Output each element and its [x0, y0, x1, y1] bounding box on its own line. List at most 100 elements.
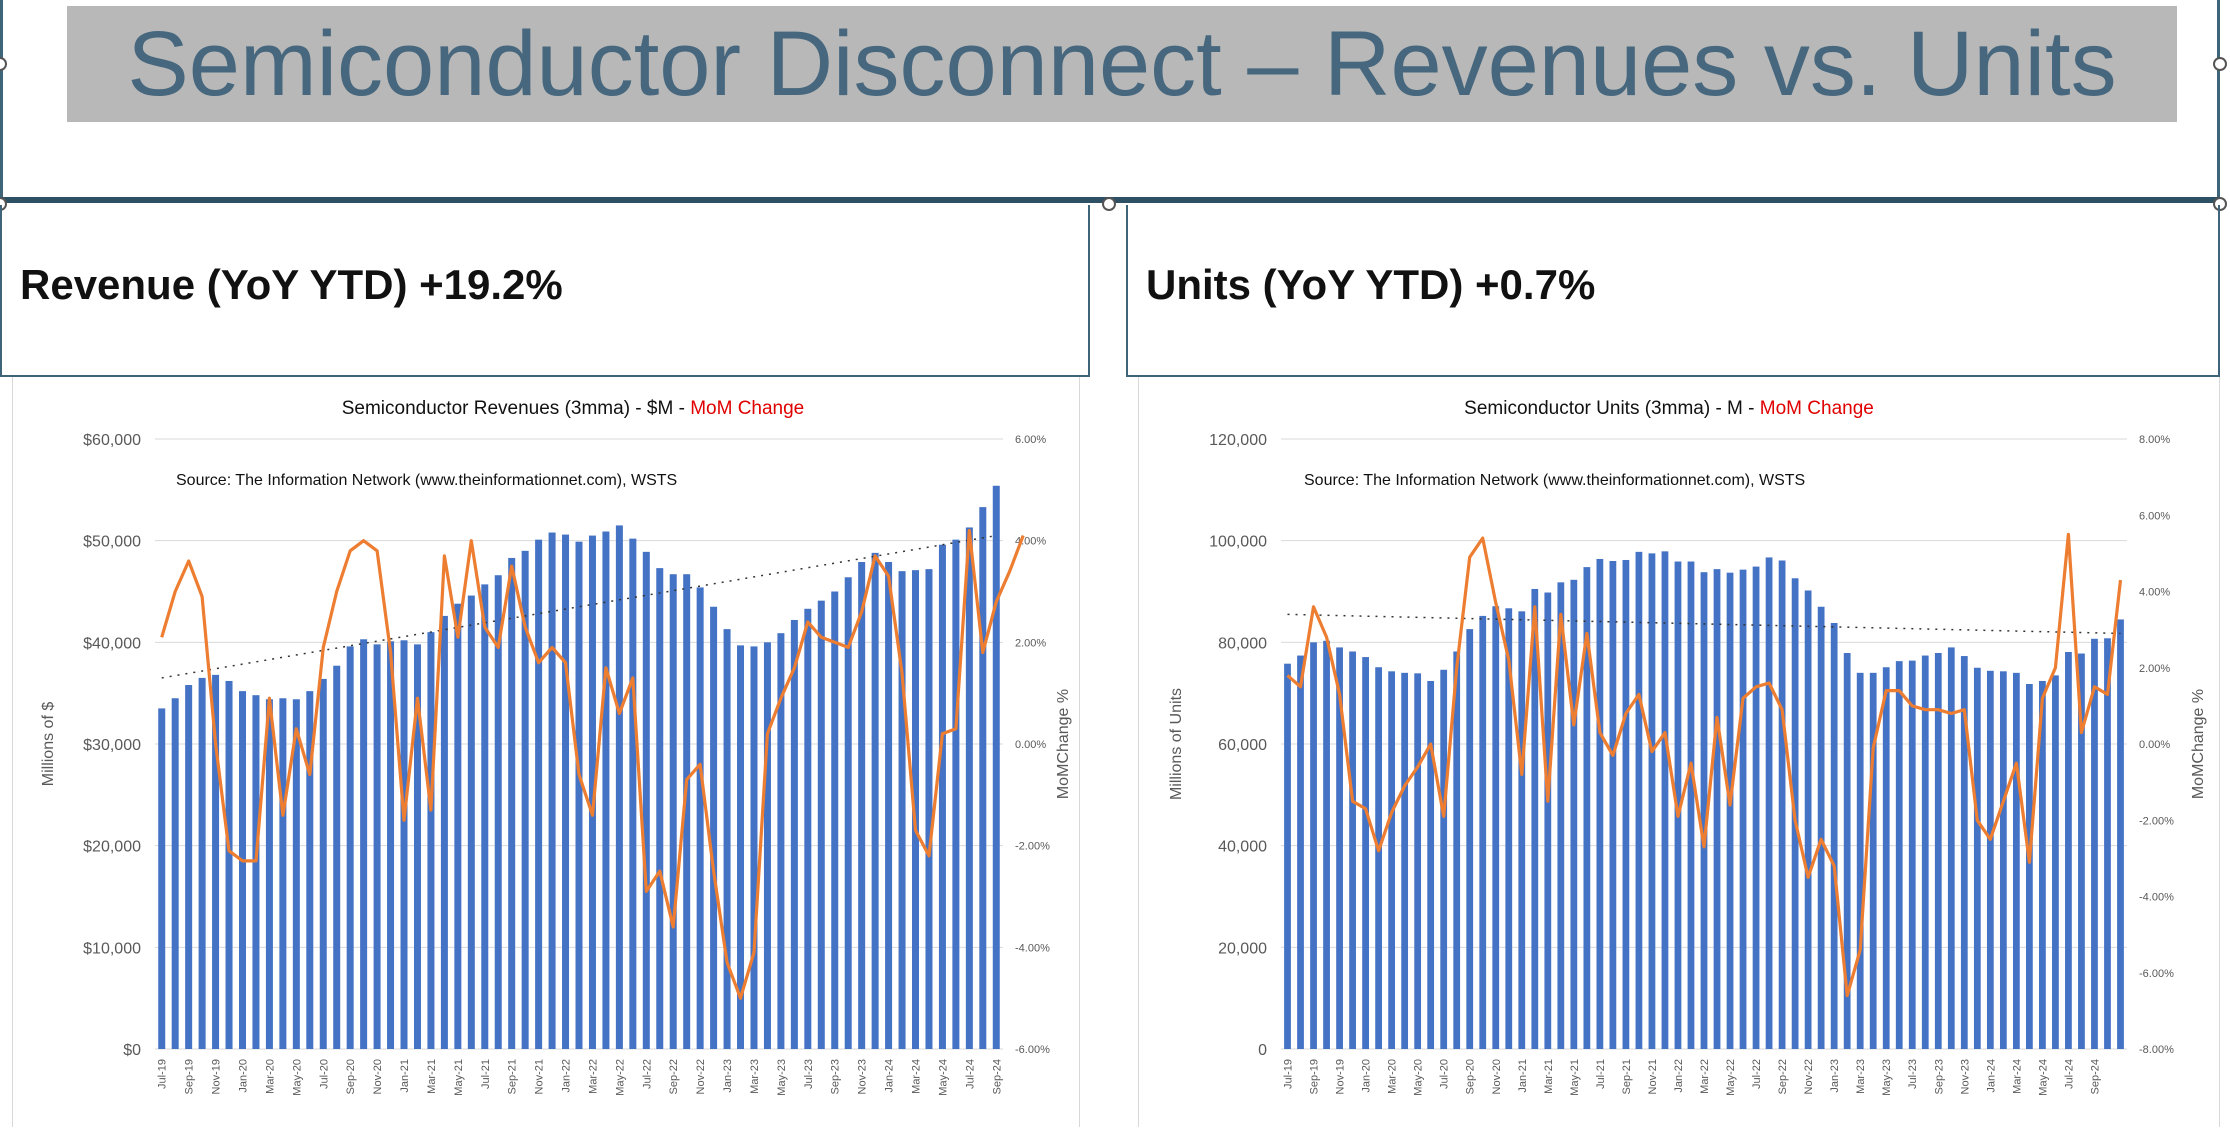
- bar: [1869, 672, 1877, 1049]
- units-heading: Units (YoY YTD) +0.7%: [1146, 261, 1596, 308]
- bar: [831, 591, 839, 1049]
- bar: [1466, 629, 1474, 1049]
- bar: [696, 587, 704, 1049]
- resize-handle-bottom-left[interactable]: [0, 197, 7, 211]
- y2-tick-label: -8.00%: [2139, 1044, 2174, 1056]
- bar: [1336, 647, 1343, 1049]
- x-tick-label: Mar-24: [911, 1059, 923, 1094]
- bar: [656, 568, 664, 1049]
- bar: [238, 691, 246, 1049]
- bar: [1440, 669, 1448, 1049]
- bar: [642, 551, 650, 1049]
- x-tick-label: Jul-21: [480, 1059, 492, 1089]
- x-tick-label: Jul-22: [641, 1059, 653, 1089]
- bar: [1856, 672, 1864, 1049]
- x-tick-label: Mar-21: [426, 1059, 438, 1094]
- chart-title-main: Semiconductor Revenues (3mma) - $M -: [342, 398, 690, 419]
- bar: [333, 665, 341, 1049]
- resize-handle-bottom-right[interactable]: [2213, 197, 2227, 211]
- y-tick-label: $60,000: [83, 432, 141, 449]
- bar: [1323, 640, 1330, 1049]
- y-tick-label: 120,000: [1209, 432, 1267, 449]
- bar: [1284, 663, 1291, 1049]
- y2-tick-label: -6.00%: [2139, 968, 2174, 980]
- bar: [777, 633, 785, 1049]
- bar: [279, 698, 287, 1049]
- bar: [1739, 569, 1747, 1049]
- bar: [508, 557, 516, 1049]
- bar: [1349, 651, 1356, 1049]
- bar: [171, 698, 179, 1049]
- bar: [912, 570, 920, 1049]
- x-tick-label: Jan-22: [1673, 1059, 1685, 1093]
- bar: [2065, 651, 2072, 1049]
- revenue-heading: Revenue (YoY YTD) +19.2%: [20, 261, 563, 308]
- bar: [938, 544, 946, 1049]
- y2-tick-label: -2.00%: [1015, 841, 1050, 853]
- bar: [1713, 569, 1721, 1049]
- bar: [1895, 661, 1903, 1049]
- title-box[interactable]: Semiconductor Disconnect – Revenues vs. …: [0, 0, 2220, 203]
- bar: [1544, 592, 1552, 1049]
- bar: [2091, 638, 2098, 1049]
- y2-tick-label: 0.00%: [1015, 739, 1046, 751]
- trend-line: [161, 534, 997, 679]
- bar: [898, 571, 906, 1049]
- revenue-chart-panel[interactable]: Semiconductor Revenues (3mma) - $M - MoM…: [12, 377, 1080, 1127]
- x-tick-label: Nov-19: [1335, 1059, 1347, 1094]
- x-tick-label: Sep-23: [830, 1059, 842, 1094]
- revenue-heading-box[interactable]: Revenue (YoY YTD) +19.2%: [0, 205, 1090, 377]
- x-tick-label: Sep-20: [345, 1059, 357, 1094]
- x-tick-label: Jan-21: [1517, 1059, 1529, 1093]
- y2-tick-label: 6.00%: [2139, 510, 2170, 522]
- bar: [1817, 606, 1825, 1049]
- x-tick-label: Mar-21: [1543, 1059, 1555, 1094]
- x-tick-label: May-23: [1881, 1059, 1893, 1096]
- bar: [1726, 572, 1734, 1049]
- bar: [1778, 560, 1786, 1049]
- bar: [1908, 660, 1916, 1049]
- y2-tick-label: 2.00%: [2139, 663, 2170, 675]
- y-tick-label: 0: [1258, 1042, 1267, 1059]
- y-tick-label: 60,000: [1218, 737, 1267, 754]
- bar: [252, 695, 260, 1049]
- x-tick-label: Sep-24: [2089, 1059, 2101, 1094]
- x-tick-label: Mar-24: [2011, 1059, 2023, 1094]
- resize-handle-right[interactable]: [2213, 57, 2227, 71]
- units-chart: Semiconductor Units (3mma) - M - MoM Cha…: [1168, 398, 2207, 1096]
- x-tick-label: Nov-20: [372, 1059, 384, 1094]
- bar: [602, 531, 610, 1049]
- x-tick-label: May-24: [937, 1059, 949, 1096]
- units-heading-box[interactable]: Units (YoY YTD) +0.7%: [1126, 205, 2220, 377]
- revenue-chart: Semiconductor Revenues (3mma) - $M - MoM…: [40, 398, 1072, 1096]
- bar: [629, 538, 637, 1049]
- y-tick-label: $30,000: [83, 737, 141, 754]
- bar: [952, 539, 960, 1049]
- bar: [427, 632, 435, 1049]
- bar: [858, 562, 866, 1049]
- x-tick-label: Sep-19: [1309, 1059, 1321, 1094]
- x-tick-label: Sep-22: [668, 1059, 680, 1094]
- bar: [185, 685, 193, 1049]
- y2-tick-label: 8.00%: [2139, 434, 2170, 446]
- bar: [413, 644, 421, 1049]
- bar: [1622, 559, 1630, 1049]
- x-tick-label: Jan-24: [884, 1059, 896, 1093]
- bar: [992, 485, 1000, 1049]
- resize-handle-bottom-center[interactable]: [1102, 197, 1116, 211]
- chart-source: Source: The Information Network (www.the…: [176, 472, 677, 489]
- units-chart-panel[interactable]: Semiconductor Units (3mma) - M - MoM Cha…: [1138, 377, 2220, 1127]
- x-tick-label: Jul-23: [803, 1059, 815, 1089]
- bar: [723, 629, 731, 1049]
- bar: [225, 680, 233, 1049]
- bar: [1388, 671, 1396, 1049]
- y-tick-label: $50,000: [83, 534, 141, 551]
- chart-title: Semiconductor Revenues (3mma) - $M - MoM…: [342, 398, 805, 419]
- resize-handle-left[interactable]: [0, 57, 7, 71]
- y2-tick-label: -4.00%: [1015, 942, 1050, 954]
- bar: [710, 606, 718, 1049]
- x-tick-label: May-20: [291, 1059, 303, 1096]
- bar: [1947, 647, 1955, 1049]
- bar: [575, 541, 583, 1049]
- bar: [1700, 572, 1708, 1049]
